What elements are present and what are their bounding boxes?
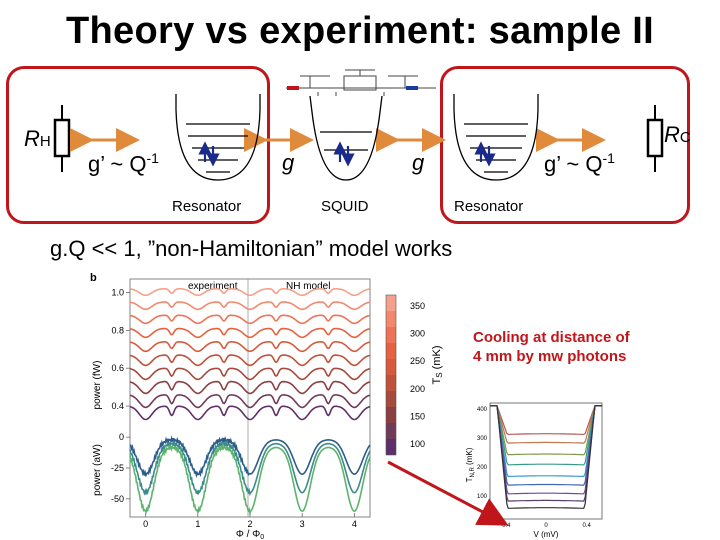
inset-ylabel: TN,R (mK): [465, 447, 476, 482]
colorbar-frame: [385, 294, 397, 456]
cooling-note: Cooling at distance of 4 mm by mw photon…: [473, 328, 630, 366]
inset-series-line: [490, 405, 602, 509]
top-series-line: [129, 327, 371, 339]
bottom-ytick-label: -50: [111, 494, 124, 504]
coupling-right-label: g’ ~ Q-1: [544, 150, 615, 177]
subtitle-nh-model: NH model: [286, 281, 330, 292]
top-series-line: [129, 394, 371, 409]
squid-label: SQUID: [321, 198, 369, 215]
r-cold-label: RC: [664, 122, 691, 147]
main-chart: b experiment NH model power (fW) power (…: [90, 272, 444, 540]
transition-arrows-icon: [198, 141, 496, 167]
resistor-hot-icon: [53, 105, 71, 172]
g-left-label: g: [282, 150, 295, 175]
xtick-label: 2: [247, 519, 252, 529]
inset-series-line: [490, 405, 602, 466]
colorbar-tick-label: 200: [410, 384, 425, 394]
colorbar-tick-label: 150: [410, 411, 425, 421]
system-schematic: [53, 69, 664, 181]
xtick-label: 0: [143, 519, 148, 529]
inset-series-line: [490, 405, 602, 436]
colorbar-segment: [386, 391, 396, 407]
inset-series-line: [490, 405, 602, 502]
inset-ytick-label: 300: [477, 436, 488, 442]
r-hot-label: RH: [24, 126, 51, 151]
right-resonator-label: Resonator: [454, 198, 524, 215]
regime-note: g.Q << 1, ”non-Hamiltonian” model works: [50, 236, 453, 261]
top-series-line: [129, 354, 371, 367]
colorbar-segment: [386, 295, 396, 311]
top-series-line: [129, 314, 371, 325]
colorbar-segment: [386, 311, 396, 327]
top-ytick-label: 0.6: [111, 363, 124, 373]
colorbar-segment: [386, 327, 396, 343]
inset-ytick-label: 100: [477, 494, 488, 500]
xtick-label: 1: [195, 519, 200, 529]
slide-title: Theory vs experiment: sample II: [66, 10, 654, 52]
colorbar-segment: [386, 439, 396, 455]
subtitle-experiment: experiment: [188, 281, 238, 292]
top-ylabel: power (fW): [92, 361, 103, 410]
colorbar-segment: [386, 407, 396, 423]
inset-xlabel: V (mV): [534, 530, 559, 539]
xtick-label: 3: [300, 519, 305, 529]
panel-letter: b: [90, 272, 97, 284]
top-ytick-label: 1.0: [111, 287, 124, 297]
colorbar-tick-label: 250: [410, 356, 425, 366]
resistor-cold-icon: [646, 105, 664, 172]
circuit-diagram-icon: [286, 69, 436, 96]
left-resonator-label: Resonator: [172, 198, 242, 215]
bottom-ytick-label: 0: [119, 432, 124, 442]
top-series-line: [129, 301, 371, 311]
inset-chart: TN,R (mK) V (mV) 400 300 200 100 -0.4 0 0.4: [465, 402, 603, 539]
cooling-note-line-1: Cooling at distance of: [473, 329, 630, 346]
bottom-ytick-label: -25: [111, 463, 124, 473]
g-right-label: g: [412, 150, 425, 175]
bottom-series-line: [129, 435, 371, 479]
inset-series-line: [490, 405, 602, 456]
inset-series-line: [490, 405, 602, 495]
inset-series-line: [490, 405, 602, 477]
inset-xtick-label: -0.4: [500, 523, 511, 529]
inset-ytick-label: 400: [477, 407, 488, 413]
inset-xtick-label: 0.4: [583, 523, 592, 529]
inset-xtick-label: 0: [544, 523, 548, 529]
inset-series-line: [490, 405, 602, 444]
colorbar-tick-label: 300: [410, 329, 425, 339]
xtick-label: 4: [352, 519, 357, 529]
coupling-left-label: g’ ~ Q-1: [88, 150, 159, 177]
inset-ytick-label: 200: [477, 465, 488, 471]
top-ytick-label: 0.8: [111, 325, 124, 335]
colorbar-segment: [386, 359, 396, 375]
colorbar-tick-label: 100: [410, 439, 425, 449]
top-series-line: [129, 340, 371, 353]
top-ytick-label: 0.4: [111, 401, 124, 411]
colorbar-tick-label: 350: [410, 301, 425, 311]
colorbar-label: TS (mK): [431, 346, 444, 385]
top-series-line: [129, 380, 371, 395]
top-series-line: [129, 367, 371, 381]
cooling-note-line-2: 4 mm by mw photons: [473, 348, 627, 365]
x-axis-label: Φ / Φ0: [236, 529, 264, 540]
top-series-line: [129, 288, 371, 297]
colorbar-segment: [386, 343, 396, 359]
bottom-series-line: [129, 439, 371, 497]
colorbar-segment: [386, 375, 396, 391]
inset-series-line: [490, 405, 602, 486]
colorbar-segment: [386, 423, 396, 439]
top-series-line: [129, 405, 371, 421]
bottom-ylabel: power (aW): [92, 444, 103, 496]
inset-frame: [489, 402, 603, 520]
